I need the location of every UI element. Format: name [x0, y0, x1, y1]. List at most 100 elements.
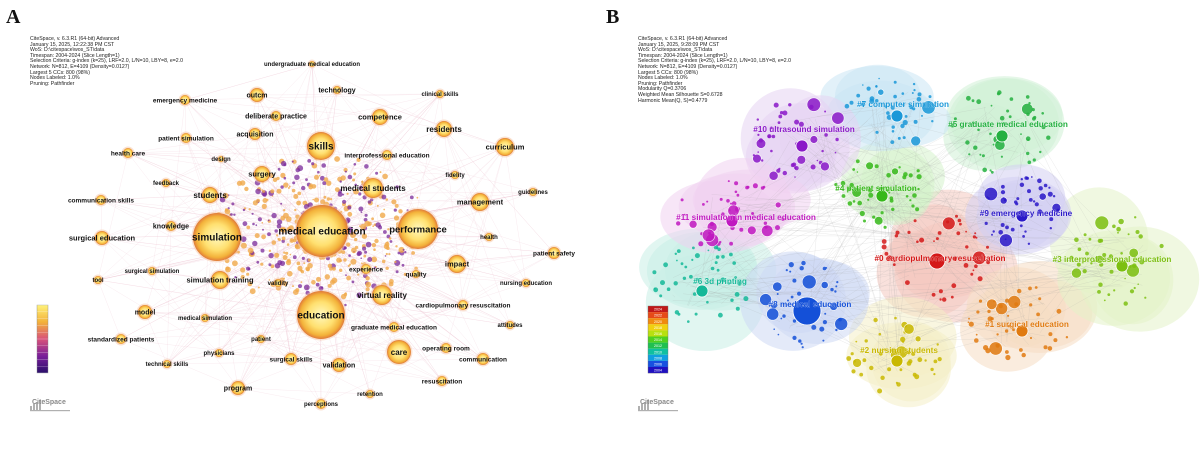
keyword-label: technical skills: [146, 362, 189, 368]
keyword-label: validation: [323, 362, 356, 369]
cluster-hub-node: [695, 284, 709, 298]
cluster-hub-node: [792, 296, 822, 326]
cluster-hub-node: [1015, 209, 1029, 223]
keyword-node: [363, 178, 383, 198]
panel-b-meta-line: Network: N=812, E=4109 (Density=0.0127): [638, 63, 738, 70]
keyword-label: standardized patients: [88, 336, 155, 343]
keyword-node: [361, 264, 371, 274]
keyword-node: [398, 209, 438, 249]
panel-b-cluster-hulls: [639, 64, 1200, 408]
cluster-label: #4 patient simulation: [835, 184, 916, 193]
keyword-label: acquisition: [237, 131, 274, 138]
cluster-hub-node: [875, 189, 889, 203]
panel-a-meta-line: January 15, 2025, 12:22:38 PM CST: [30, 41, 115, 48]
keyword-label: care: [391, 348, 408, 357]
keyword-label: experience: [349, 266, 383, 273]
legend-year-label: 2024: [654, 308, 662, 312]
legend-year-label: 2004: [654, 369, 662, 373]
panel-a-meta-line: CiteSpace, v. 6.3.R1 (64-bit) Advanced: [30, 36, 120, 42]
legend-year-label: 2010: [654, 350, 662, 354]
keyword-label: surgical skills: [270, 356, 313, 363]
panel-a-timeline-legend: [36, 304, 49, 374]
keyword-node: [95, 231, 109, 245]
panel-b-meta-line: Nodes Labeled: 1.0%: [638, 75, 688, 82]
keyword-node: [202, 187, 218, 203]
panel-b-meta-line: Pruning: Pathfinder: [638, 80, 683, 87]
keyword-label: graduate medical education: [351, 324, 437, 331]
keyword-label: communication skills: [68, 197, 134, 204]
keyword-label: management: [457, 198, 504, 207]
keyword-node: [441, 343, 451, 353]
keyword-label: feedback: [153, 181, 180, 187]
keyword-label: patient safety: [533, 250, 575, 257]
keyword-label: perceptions: [304, 402, 339, 408]
keyword-label: nursing education: [500, 281, 552, 287]
panel-a-citespace-logo: CiteSpace: [30, 399, 70, 412]
cluster-label: #2 nursing students: [860, 346, 938, 355]
keyword-node: [116, 334, 126, 344]
keyword-label: quality: [406, 271, 427, 278]
panel-b-meta-line: WoS: D:\citespace\wos_ST\data: [638, 47, 713, 54]
keyword-label: cardiopulmonary resuscitation: [416, 302, 511, 309]
keyword-node: [218, 156, 224, 162]
panel-a-keyword-network: A CiteSpace, v. 6.3.R1 (64-bit) Advanced…: [6, 6, 575, 412]
keyword-label: medical simulation: [178, 316, 232, 322]
panel-a-meta-line: Timespan: 2004-2024 (Slice Length=1): [30, 52, 120, 59]
keyword-label: clinical skills: [421, 92, 459, 98]
cluster-hub-node: [928, 252, 946, 270]
keyword-label: technology: [318, 87, 355, 94]
panel-a-meta-line: Pruning: Pathfinder: [30, 80, 75, 87]
keyword-node: [307, 132, 335, 160]
keyword-label: undergraduate medical education: [264, 62, 360, 68]
keyword-label: impact: [445, 260, 470, 269]
keyword-node: [166, 221, 176, 231]
keyword-label: outcm: [247, 92, 268, 99]
keyword-label: physicians: [203, 351, 235, 357]
panel-b-citespace-logo: CiteSpace: [638, 399, 678, 412]
panel-b-cluster-graph: #0 cardiopulmonary resuscitation #1 surgi…: [638, 64, 1200, 412]
panel-b-meta-line: Weighted Mean Silhouette S=0.6728: [638, 91, 723, 98]
keyword-node: [249, 128, 261, 140]
cluster-label: #10 ultrasound simulation: [753, 125, 854, 134]
keyword-label: education: [297, 311, 344, 322]
keyword-node: [162, 179, 170, 187]
keyword-node: [529, 188, 537, 196]
keyword-node: [333, 86, 341, 94]
panel-b-letter: B: [606, 6, 620, 28]
keyword-label: patient simulation: [158, 135, 214, 142]
cluster-hub-node: [890, 354, 904, 368]
keyword-label: resuscitation: [422, 378, 462, 385]
keyword-node: [254, 166, 270, 182]
keyword-node: [211, 271, 229, 289]
legend-year-label: 2014: [654, 338, 662, 342]
keyword-node: [382, 150, 392, 160]
panel-a-network-graph: undergraduate medical education technolog…: [30, 59, 575, 412]
panel-a-logo-text: CiteSpace: [32, 399, 66, 406]
panel-a-node-cloud: [212, 155, 429, 310]
legend-year-label: 2012: [654, 344, 662, 348]
keyword-node: [522, 279, 530, 287]
cluster-label: #0 cardiopulmonary resuscitation: [874, 254, 1005, 263]
keyword-node: [138, 305, 152, 319]
legend-year-label: 2016: [654, 332, 662, 336]
keyword-node: [274, 279, 282, 287]
cluster-label: #8 medical education: [769, 300, 852, 309]
cluster-label: #3 interprofessional education: [1053, 255, 1172, 264]
keyword-label: surgical simulation: [125, 269, 180, 275]
panel-b-meta-line: January 15, 2025, 9:28:09 PM CST: [638, 41, 720, 48]
keyword-node: [148, 267, 156, 275]
keyword-label: students: [193, 191, 227, 200]
keyword-node: [436, 90, 444, 98]
cluster-hub-node: [1015, 324, 1029, 338]
panel-b-year-legend: 2024 2022 2020 2018 2016 2014 2012 2010 2008 2006…: [647, 305, 669, 374]
keyword-node: [372, 285, 392, 305]
panel-b-cluster-nodes: [652, 77, 1164, 394]
panel-b-meta-line: Largest 5 CCs: 800 (98%): [638, 69, 698, 76]
keyword-label: emergency medicine: [153, 97, 218, 104]
keyword-label: health: [480, 235, 498, 241]
cluster-label: #7 computer simulation: [857, 100, 949, 109]
keyword-node: [296, 205, 348, 257]
cluster-hub-node: [725, 214, 739, 228]
keyword-node: [389, 322, 399, 332]
legend-year-label: 2008: [654, 356, 662, 360]
